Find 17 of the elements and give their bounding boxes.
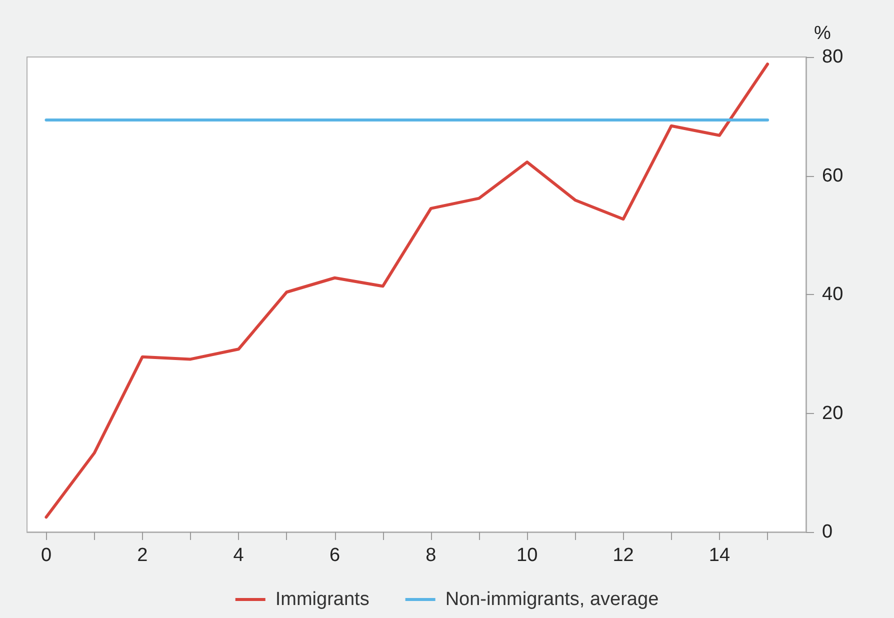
- x-tick-label: 6: [329, 545, 340, 566]
- y-tick-label: 40: [822, 284, 844, 305]
- x-tick-label: 10: [516, 545, 538, 566]
- y-tick-label: 20: [822, 402, 844, 424]
- line-series: [44, 62, 770, 519]
- y-tick-label: 0: [822, 522, 833, 542]
- y-tick-label: 60: [822, 165, 844, 186]
- x-tick-label: 14: [708, 545, 730, 566]
- x-tick-label: 4: [233, 545, 244, 566]
- x-tick-label: 2: [137, 545, 148, 566]
- legend-label: Immigrants: [275, 589, 370, 610]
- x-tick-label: 8: [426, 545, 436, 566]
- x-tick-label: 12: [612, 545, 634, 566]
- x-tick-label: 0: [40, 545, 52, 566]
- y-axis-title: %: [814, 23, 831, 44]
- y-tick-label: 80: [822, 46, 844, 68]
- legend-label: Non-immigrants, average: [445, 589, 659, 610]
